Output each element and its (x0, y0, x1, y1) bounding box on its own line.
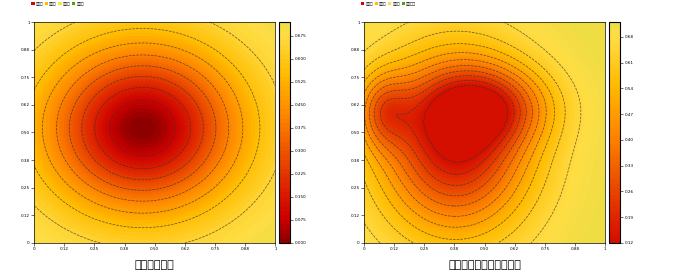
Legend: 低抵抗, 中抵抗, 高抵抗, 最高抵抗: 低抵抗, 中抵抗, 高抵抗, 最高抵抗 (361, 2, 416, 6)
Legend: 高腐食, 中腐食, 低腐食, 不動態: 高腐食, 中腐食, 低腐食, 不動態 (31, 2, 84, 6)
Text: 鉄筋腐食速度: 鉄筋腐食速度 (135, 260, 175, 270)
Text: コンクリート電気抵抗率: コンクリート電気抵抗率 (448, 260, 521, 270)
